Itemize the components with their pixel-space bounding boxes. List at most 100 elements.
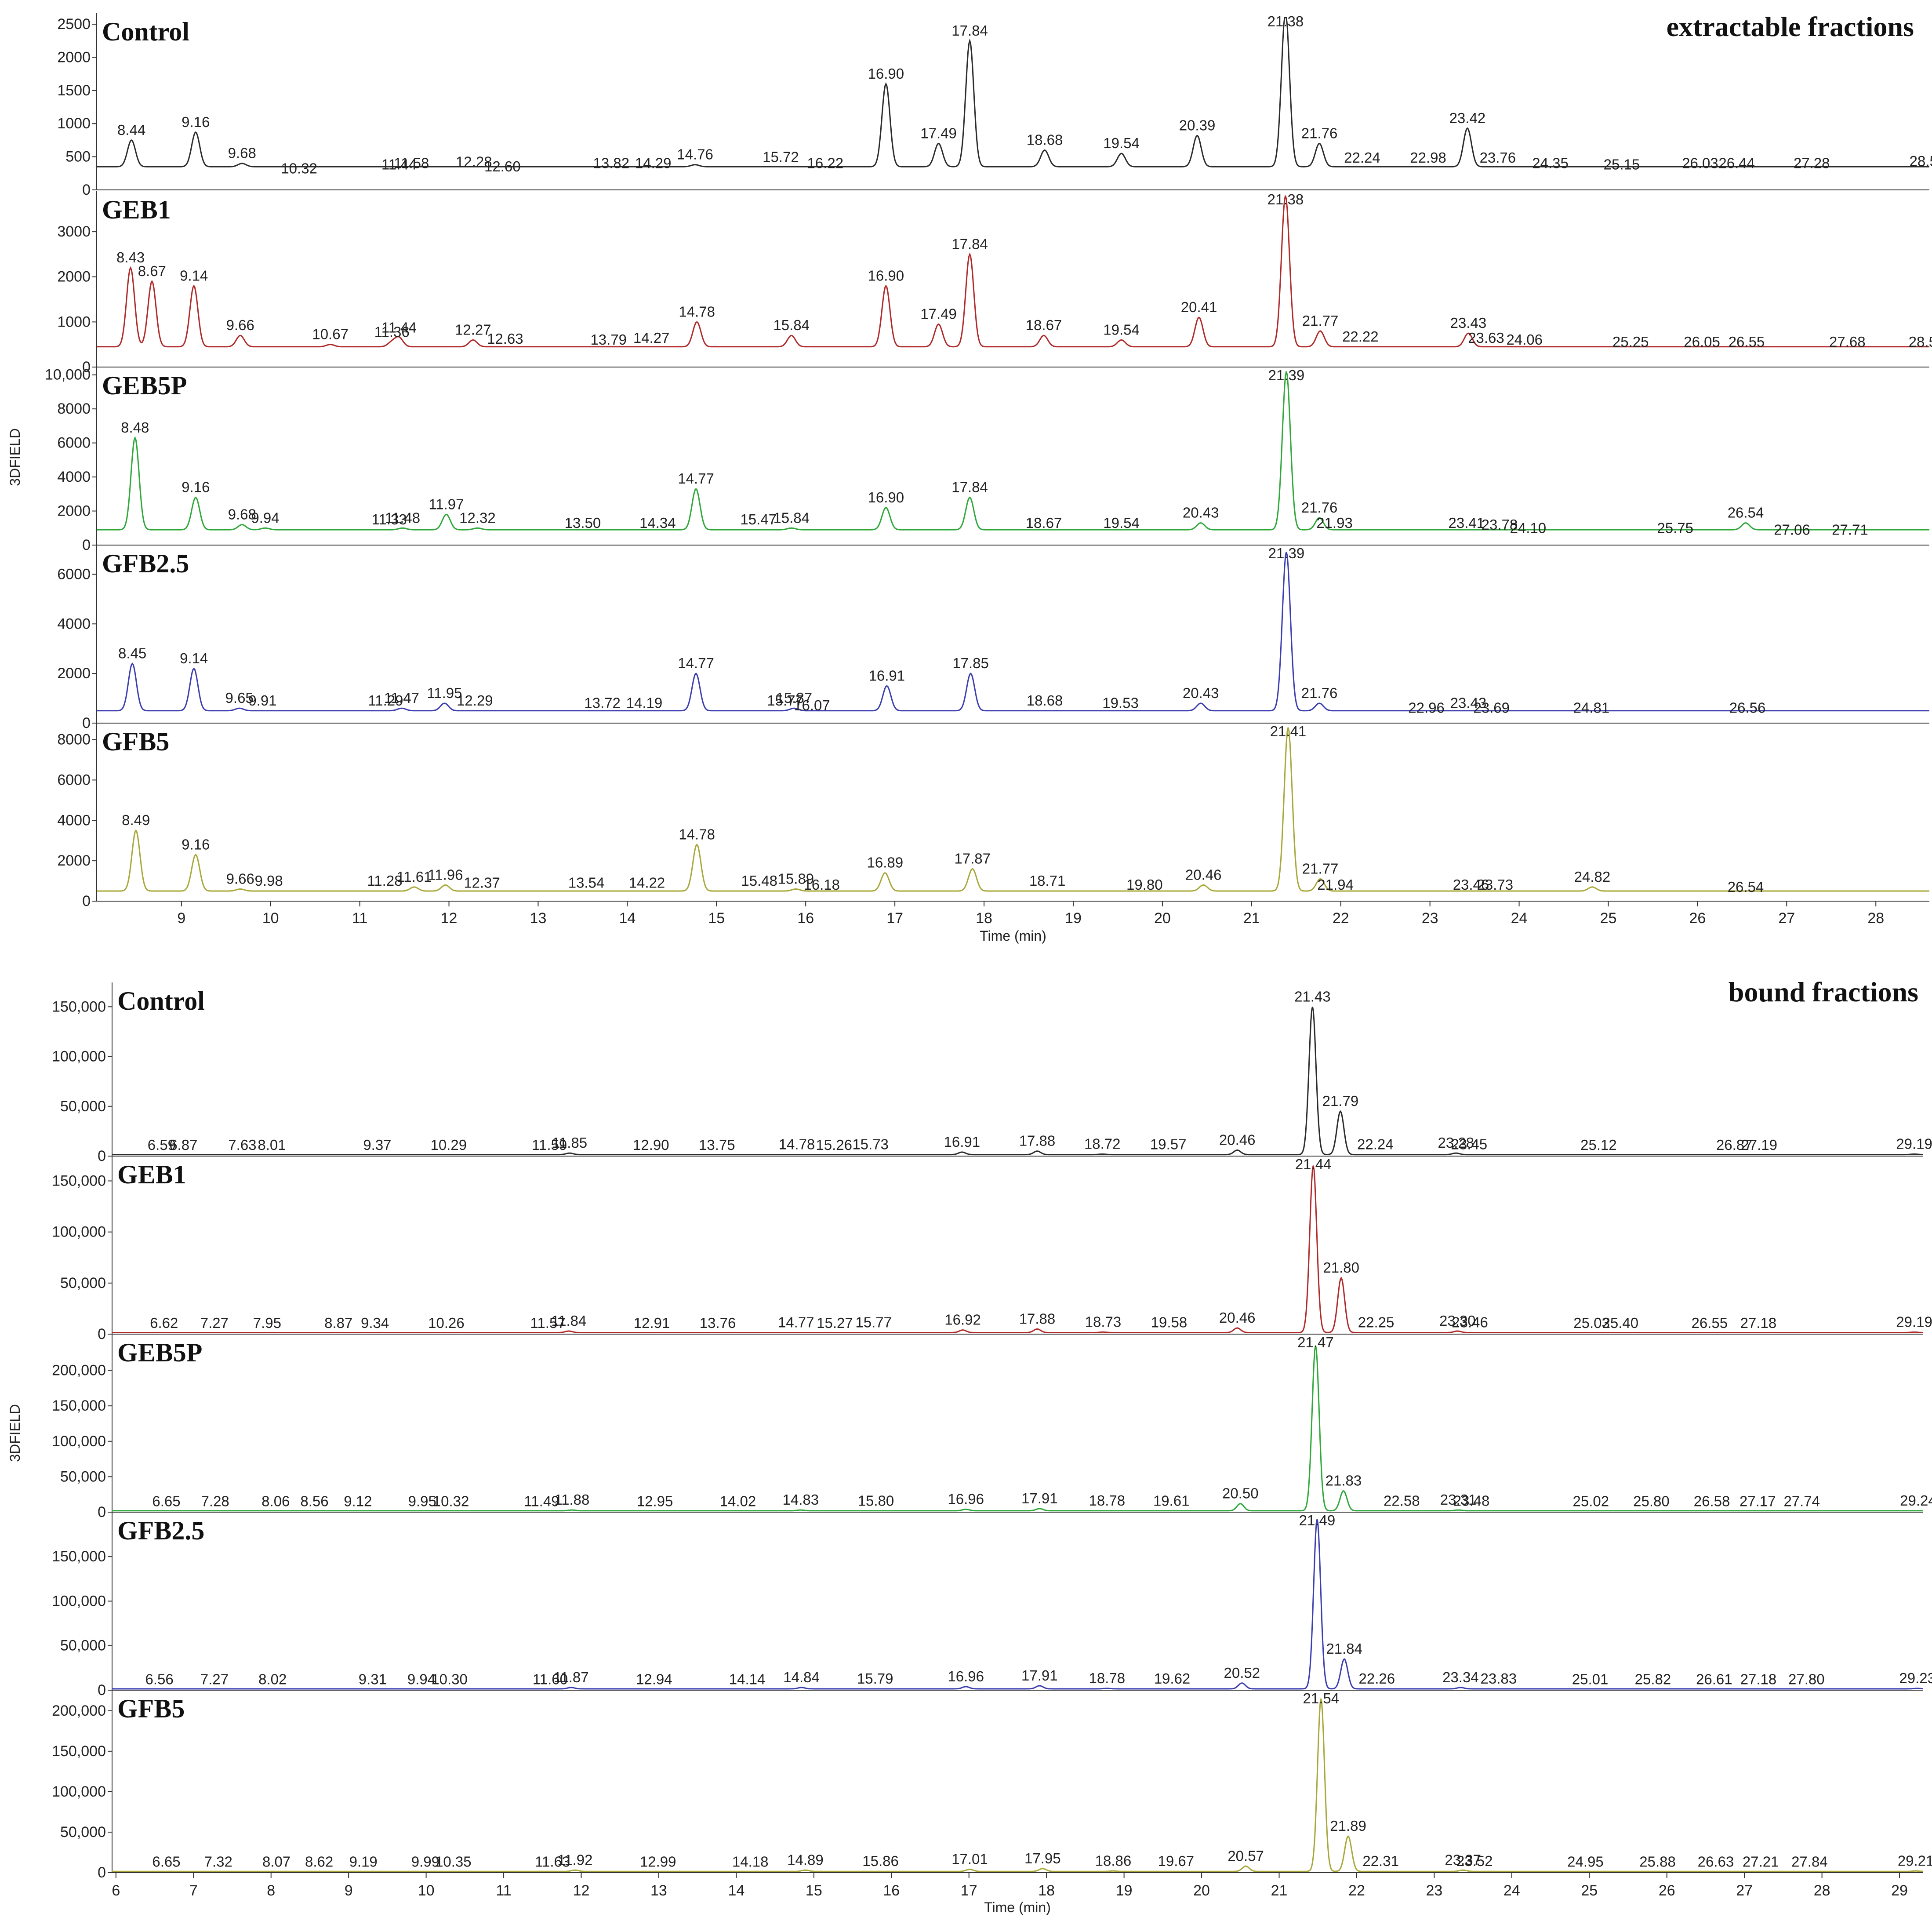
peak-label: 23.45 [1451, 1136, 1487, 1153]
y-tick-label: 2000 [57, 665, 91, 682]
peak-label: 18.67 [1026, 317, 1062, 333]
peak-label: 21.54 [1303, 1690, 1339, 1706]
peak-label: 8.06 [261, 1493, 290, 1510]
panel-geb5p: 0 50,000 100,000 150,000 200,000 6.65 7.28 8.06… [52, 1334, 1932, 1521]
peak-label: 17.88 [1019, 1133, 1056, 1149]
y-tick-label: 0 [82, 359, 91, 375]
peak-label: 18.78 [1089, 1492, 1125, 1509]
y-tick-label: 150,000 [52, 1397, 106, 1414]
sample-name: Control [102, 17, 189, 46]
peak-label: 15.86 [862, 1853, 899, 1869]
x-tick-label: 17 [886, 910, 903, 927]
peak-label: 18.67 [1026, 515, 1062, 531]
peak-label: 10.67 [312, 326, 349, 342]
chromatogram-trace [97, 17, 1929, 167]
panel-control: 0 500 1000 1500 2000 2500 8.44 9.16 9.68 10.32 11.… [57, 13, 1932, 198]
x-tick-label: 16 [797, 910, 814, 927]
x-tick-label: 18 [976, 910, 992, 927]
peak-label: 25.01 [1572, 1671, 1609, 1687]
peak-label: 21.41 [1270, 723, 1307, 739]
peak-label: 9.95 [408, 1493, 436, 1510]
peak-label: 14.22 [629, 875, 665, 891]
peak-label: 24.82 [1574, 869, 1611, 885]
peak-label: 13.54 [568, 875, 605, 891]
sample-name: GFB2.5 [117, 1516, 204, 1545]
peak-label: 23.46 [1452, 1314, 1488, 1331]
x-tick-label: 21 [1271, 1882, 1288, 1899]
sample-name: GEB5P [102, 371, 187, 400]
peak-label: 23.78 [1482, 517, 1518, 533]
peak-label: 8.62 [305, 1854, 333, 1870]
peak-label: 14.83 [783, 1491, 819, 1508]
y-tick-label: 200,000 [52, 1362, 106, 1379]
peak-label: 15.48 [741, 873, 777, 889]
panel-gfb5: 0 50,000 100,000 150,000 200,000 6.65 7.32 8.07… [52, 1690, 1932, 1881]
peak-label: 10.30 [431, 1671, 468, 1687]
peak-label: 9.98 [255, 873, 283, 889]
peak-label: 18.72 [1084, 1135, 1121, 1152]
x-tick-label: 12 [441, 910, 458, 927]
peak-label: 21.89 [1330, 1818, 1366, 1834]
y-tick-label: 50,000 [60, 1098, 106, 1115]
x-tick-label: 11 [352, 910, 367, 927]
peak-label: 23.31 [1440, 1491, 1477, 1508]
peak-label: 21.76 [1301, 499, 1338, 516]
y-tick-label: 1500 [57, 82, 91, 99]
peak-label: 27.18 [1740, 1315, 1777, 1331]
peak-label: 15.77 [767, 692, 803, 709]
peak-label: 20.50 [1222, 1485, 1259, 1502]
peak-label: 25.88 [1639, 1854, 1676, 1870]
peak-label: 6.65 [152, 1854, 180, 1870]
peak-label: 8.07 [262, 1854, 291, 1870]
peak-label: 11.29 [368, 692, 403, 709]
peak-label: 20.39 [1179, 117, 1216, 133]
peak-label: 14.29 [635, 155, 672, 171]
peak-label: 20.46 [1185, 866, 1222, 883]
peak-label: 11.84 [551, 1313, 586, 1329]
x-tick-label: 13 [530, 910, 547, 927]
x-tick-label: 28 [1867, 910, 1884, 927]
peak-label: 27.19 [1741, 1137, 1777, 1153]
peak-label: 8.87 [324, 1315, 352, 1331]
peak-label: 12.27 [455, 321, 491, 338]
x-tick-label: 14 [619, 910, 636, 927]
peak-label: 9.14 [180, 267, 208, 284]
peak-label: 27.17 [1740, 1493, 1776, 1510]
peak-label: 23.76 [1480, 149, 1516, 166]
peak-label: 27.80 [1788, 1671, 1825, 1687]
sample-name: GFB5 [102, 727, 169, 756]
peak-label: 23.73 [1477, 877, 1513, 893]
y-tick-label: 2000 [57, 49, 91, 65]
peak-label: 28.57 [1909, 334, 1932, 350]
y-tick-label: 50,000 [60, 1824, 106, 1841]
peak-label: 21.43 [1294, 988, 1331, 1004]
peak-label: 19.67 [1158, 1853, 1195, 1869]
peak-label: 25.75 [1657, 520, 1693, 536]
y-tick-label: 6000 [57, 771, 91, 788]
chromatogram-trace [112, 1698, 1923, 1872]
peak-label: 14.76 [677, 146, 713, 163]
peak-label: 8.02 [258, 1671, 287, 1687]
sample-name: GFB5 [117, 1694, 185, 1723]
x-tick-label: 22 [1333, 910, 1349, 927]
peak-label: 16.07 [794, 697, 830, 713]
peak-label: 23.41 [1449, 515, 1485, 531]
peak-label: 15.73 [852, 1136, 889, 1153]
peak-label: 23.52 [1456, 1853, 1493, 1869]
peak-label: 27.06 [1774, 521, 1810, 538]
y-tick-label: 100,000 [52, 1593, 106, 1609]
x-axis-label: Time (min) [984, 1899, 1051, 1915]
y-tick-label: 6000 [57, 566, 91, 582]
sample-name: GFB2.5 [102, 549, 189, 578]
peak-label: 17.01 [951, 1851, 988, 1867]
x-tick-label: 25 [1600, 910, 1617, 927]
peak-label: 12.37 [464, 875, 500, 891]
peak-label: 25.02 [1573, 1493, 1609, 1510]
peak-label: 26.63 [1698, 1854, 1734, 1870]
peak-label: 21.44 [1295, 1156, 1332, 1172]
peak-label: 23.43 [1450, 695, 1487, 711]
peak-label: 14.89 [787, 1852, 824, 1868]
x-tick-label: 16 [883, 1882, 900, 1899]
y-axis-label: 3DFIELD [7, 1404, 23, 1462]
peak-label: 11.95 [427, 685, 462, 701]
